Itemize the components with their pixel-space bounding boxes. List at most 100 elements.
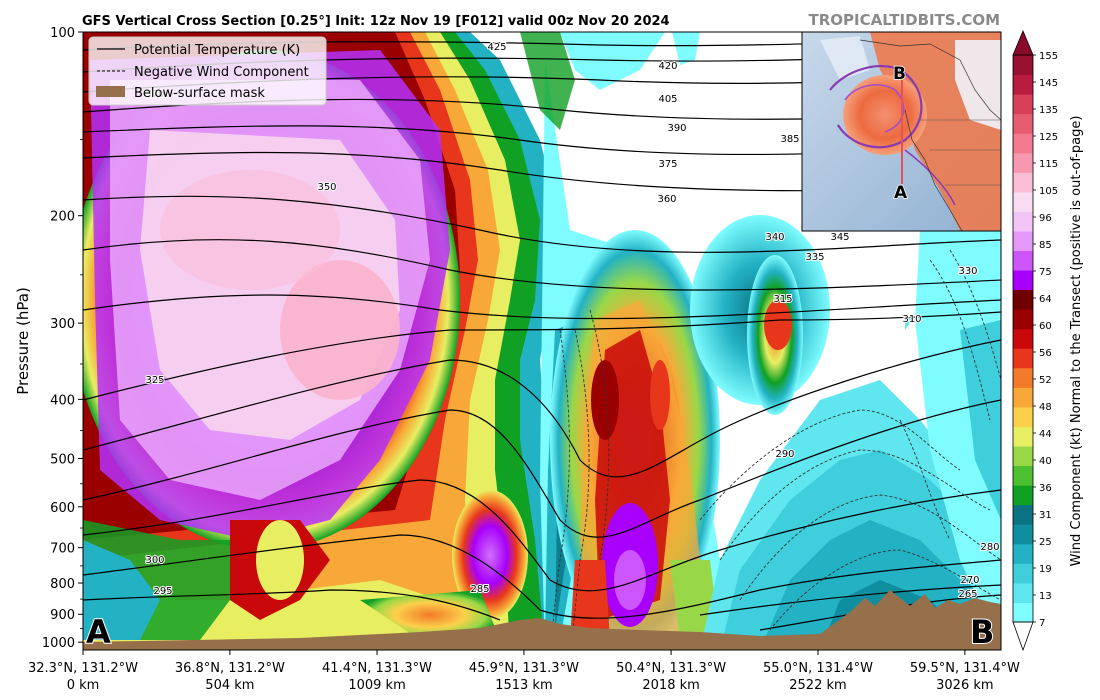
colorbar-tick-label: 44	[1039, 429, 1052, 440]
isentrope-label: 360	[657, 194, 676, 205]
colorbar-swatch	[1013, 133, 1033, 154]
colorbar-tick-label: 7	[1039, 618, 1045, 629]
colorbar-swatch	[1013, 582, 1033, 603]
colorbar-swatch	[1013, 172, 1033, 193]
colorbar-swatch	[1013, 152, 1033, 173]
colorbar-swatch	[1013, 55, 1033, 76]
colorbar-swatch	[1013, 309, 1033, 330]
y-axis: 100 200 300 400 500 600 700 800 900 1000	[42, 26, 83, 651]
colorbar-frame	[1012, 54, 1034, 623]
isentrope-label: 285	[470, 584, 489, 595]
colorbar-tick-label: 31	[1039, 510, 1052, 521]
isentrope-label: 310	[902, 314, 921, 325]
colorbar-swatch	[1013, 191, 1033, 212]
isentrope-label: 350	[317, 182, 336, 193]
wind-field	[83, 32, 1001, 650]
x-tick-distance: 3026 km	[936, 678, 993, 693]
colorbar-swatch	[1013, 406, 1033, 427]
y-tick-label: 200	[50, 210, 75, 225]
colorbar-swatch	[1013, 211, 1033, 232]
colorbar-tick-label: 60	[1039, 321, 1052, 332]
x-tick-distance: 1009 km	[348, 678, 405, 693]
colorbar-swatch	[1013, 94, 1033, 115]
x-tick-coord: 55.0°N, 131.4°W	[763, 661, 873, 676]
x-tick-distance: 0 km	[67, 678, 100, 693]
colorbar-swatch	[1013, 504, 1033, 525]
x-tick-coord: 32.3°N, 131.2°W	[28, 661, 138, 676]
isentrope-label: 265	[958, 589, 977, 600]
colorbar-swatch	[1013, 270, 1033, 291]
colorbar-swatch	[1013, 230, 1033, 252]
colorbar-tick-label: 105	[1039, 186, 1058, 197]
colorbar-tick-label: 155	[1039, 51, 1058, 62]
legend-entry-negative-wind: Negative Wind Component	[134, 65, 309, 80]
x-tick-distance: 2018 km	[642, 678, 699, 693]
colorbar-tick-label: 135	[1039, 105, 1058, 116]
colorbar-tick-label: 115	[1039, 159, 1058, 170]
inset-map: B A	[801, 31, 1002, 232]
colorbar-tick-label: 75	[1039, 267, 1052, 278]
below-surface-mask	[83, 590, 1001, 650]
y-tick-label: 800	[50, 577, 75, 592]
colorbar-swatch	[1013, 543, 1033, 564]
x-tick-distance: 1513 km	[495, 678, 552, 693]
isentrope-label: 315	[773, 294, 792, 305]
colorbar-swatch	[1013, 563, 1033, 584]
isentrope-label: 330	[958, 266, 977, 277]
isentrope-label: 405	[658, 94, 677, 105]
isentrope-label: 280	[980, 542, 999, 553]
isentrope-label: 390	[667, 123, 686, 134]
isentrope-label: 290	[775, 449, 794, 460]
colorbar-tick-label: 40	[1039, 456, 1052, 467]
colorbar-swatch	[1013, 328, 1033, 349]
y-tick-label: 300	[50, 317, 75, 332]
colorbar-swatch	[1013, 289, 1033, 310]
chart-title: GFS Vertical Cross Section [0.25°] Init:…	[82, 14, 670, 29]
colorbar-swatch	[1013, 113, 1033, 134]
colorbar-swatch	[1013, 426, 1033, 447]
y-tick-label: 700	[50, 542, 75, 557]
colorbar-tick-label: 13	[1039, 591, 1052, 602]
inset-label-b: B	[893, 64, 906, 84]
x-tick-coord: 36.8°N, 131.2°W	[175, 661, 285, 676]
colorbar-swatch	[1013, 250, 1033, 271]
colorbar-tick-label: 36	[1039, 483, 1052, 494]
colorbar-swatch	[1013, 367, 1033, 388]
legend-entry-below-surface: Below-surface mask	[134, 86, 265, 101]
isentrope-label: 325	[145, 375, 164, 386]
x-tick-coord: 59.5°N, 131.4°W	[910, 661, 1020, 676]
colorbar-label: Wind Component (kt) Normal to the Transe…	[1069, 116, 1084, 567]
colorbar: 7 13 19 25 31 36 40 44 48 52 56 60 64 75 85 96 105 115 125…	[1012, 29, 1058, 652]
isentrope-label: 425	[487, 42, 506, 53]
colorbar-high-extend	[1012, 29, 1034, 56]
plot-frame	[82, 31, 1002, 651]
colorbar-tick-label: 56	[1039, 348, 1052, 359]
y-tick-label: 500	[50, 452, 75, 467]
isentrope-label: 345	[830, 232, 849, 243]
colorbar-tick-label: 64	[1039, 294, 1052, 305]
legend-entry-potential-temperature: Potential Temperature (K)	[134, 43, 300, 58]
y-tick-label: 1000	[42, 636, 75, 651]
endpoint-a-label: A	[86, 613, 111, 651]
y-axis-label: Pressure (hPa)	[14, 287, 32, 395]
colorbar-tick-label: 25	[1039, 537, 1052, 548]
endpoint-b-label: B	[970, 613, 994, 651]
colorbar-swatch	[1013, 485, 1033, 506]
colorbar-swatch	[1013, 602, 1033, 623]
inset-label-a: A	[894, 183, 908, 203]
x-tick-distance: 2522 km	[789, 678, 846, 693]
x-tick-coord: 41.4°N, 131.3°W	[322, 661, 432, 676]
colorbar-tick-label: 145	[1039, 78, 1058, 89]
legend-surface-swatch	[96, 86, 125, 97]
isentrope-label: 375	[658, 159, 677, 170]
legend: Potential Temperature (K) Negative Wind …	[88, 36, 327, 106]
x-tick-coord: 45.9°N, 131.3°W	[469, 661, 579, 676]
x-tick-coord: 50.4°N, 131.3°W	[616, 661, 726, 676]
colorbar-swatch	[1013, 446, 1033, 467]
brand-watermark: TROPICALTIDBITS.COM	[809, 11, 1001, 29]
y-tick-label: 100	[50, 26, 75, 41]
isentrope-labels: 425 420 405 390 385 375 360 350 345 340 335 330 325 3…	[144, 41, 1000, 601]
colorbar-swatch	[1013, 348, 1033, 369]
x-tick-distance: 504 km	[205, 678, 254, 693]
colorbar-swatch	[1013, 465, 1033, 486]
